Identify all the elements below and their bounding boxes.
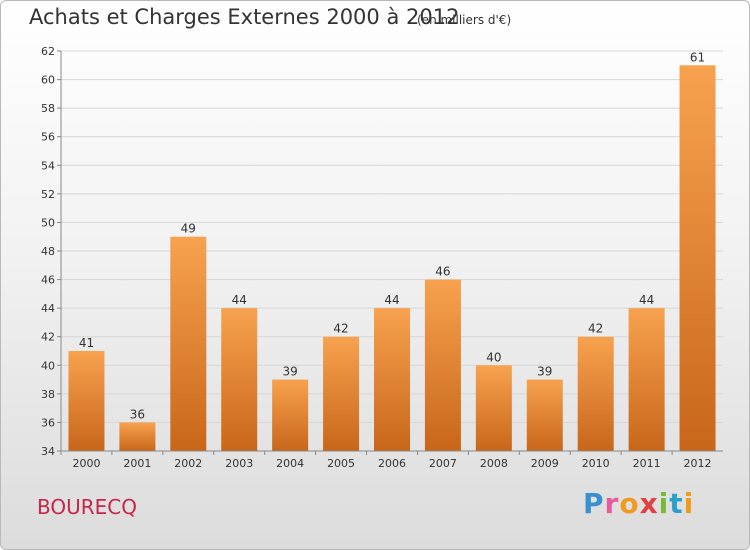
brand-letter: t: [669, 487, 684, 520]
y-tick-label: 42: [41, 331, 55, 344]
brand-letter: r: [604, 487, 620, 520]
x-tick-label: 2005: [327, 457, 355, 470]
y-tick-label: 38: [41, 388, 55, 401]
commune-name: BOURECQ: [37, 495, 137, 519]
x-tick-label: 2010: [582, 457, 610, 470]
bar-2006: [374, 308, 410, 451]
data-label: 40: [486, 350, 501, 364]
y-tick-label: 46: [41, 274, 55, 287]
data-label: 36: [130, 407, 145, 421]
y-tick-label: 62: [41, 45, 55, 58]
x-tick-label: 2008: [480, 457, 508, 470]
data-label: 42: [333, 322, 348, 336]
brand-letter: o: [619, 487, 640, 520]
chart-subtitle: (en milliers d'€): [417, 13, 512, 27]
bar-2004: [272, 379, 309, 451]
data-label: 42: [588, 322, 603, 336]
x-tick-label: 2001: [123, 457, 151, 470]
y-tick-label: 52: [41, 188, 55, 201]
x-axis: 2000 2001 2002 2003 2004 2005 2006 2007 2008 2009…: [60, 450, 723, 470]
chart-title: Achats et Charges Externes 2000 à 2012: [29, 5, 460, 29]
y-tick-label: 48: [41, 245, 55, 258]
y-tick-label: 34: [41, 445, 55, 458]
bar-2005: [323, 336, 360, 451]
y-axis: 34 36 38 40 42 44 46 48 50 52 54 56 58 60 62: [41, 45, 62, 458]
x-tick-label: 2003: [225, 457, 253, 470]
y-tick-label: 60: [41, 74, 55, 87]
bar-2009: [526, 379, 563, 451]
brand-logo: Proxiti: [583, 487, 694, 520]
y-tick-label: 36: [41, 416, 55, 429]
y-tick-label: 58: [41, 102, 55, 115]
y-tick-label: 56: [41, 131, 55, 144]
x-tick-label: 2011: [633, 457, 661, 470]
data-label: 61: [690, 50, 705, 64]
brand-letter: i: [658, 487, 670, 520]
brand-letter: i: [683, 487, 695, 520]
bar-2001: [119, 422, 156, 451]
bar-2000: [68, 351, 105, 451]
brand-letter: x: [639, 487, 659, 520]
data-label: 41: [79, 336, 94, 350]
x-tick-label: 2006: [378, 457, 406, 470]
x-tick-label: 2007: [429, 457, 457, 470]
y-tick-label: 44: [41, 302, 55, 315]
bar-2003: [221, 308, 258, 451]
data-label: 49: [181, 222, 196, 236]
bar-2002: [170, 236, 207, 451]
x-tick-label: 2004: [276, 457, 304, 470]
data-label: 46: [435, 265, 450, 279]
x-tick-label: 2009: [531, 457, 559, 470]
bar-2011: [628, 308, 665, 451]
x-tick-label: 2002: [174, 457, 202, 470]
brand-letter: P: [583, 487, 605, 520]
data-label: 39: [283, 365, 298, 379]
y-tick-label: 50: [41, 216, 55, 229]
x-tick-label: 2000: [72, 457, 100, 470]
bar-2012: [679, 65, 716, 452]
bar-2007: [424, 279, 461, 451]
data-label: 39: [537, 365, 552, 379]
bar-2010: [577, 336, 614, 451]
data-label: 44: [384, 293, 399, 307]
y-tick-label: 40: [41, 359, 55, 372]
data-label: 44: [639, 293, 654, 307]
bars: 41 36 49 44 39 42 44 46 40 39 42 44 61: [68, 50, 716, 452]
x-tick-label: 2012: [684, 457, 712, 470]
bar-2008: [475, 365, 512, 451]
y-tick-label: 54: [41, 159, 55, 172]
data-label: 44: [232, 293, 247, 307]
